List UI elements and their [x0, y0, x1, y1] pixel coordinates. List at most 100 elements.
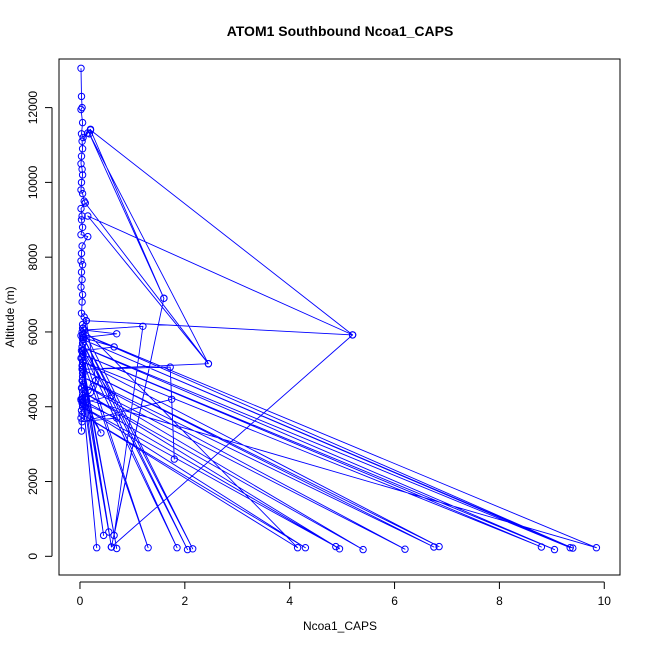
x-tick-label: 2: [181, 594, 188, 608]
data-point: [78, 373, 87, 381]
data-point: [78, 242, 86, 250]
data-point: [566, 544, 574, 552]
data-point: [78, 165, 86, 174]
data-point: [99, 531, 108, 540]
data-point: [78, 384, 86, 392]
data-point: [78, 212, 86, 220]
data-point: [77, 105, 85, 114]
data-point: [293, 544, 302, 552]
data-point: [78, 137, 86, 146]
data-point: [78, 324, 87, 332]
data-point: [78, 275, 86, 284]
data-point: [79, 333, 87, 342]
data-point: [79, 133, 87, 142]
data-point: [79, 380, 87, 388]
y-tick-label: 0: [26, 553, 40, 560]
data-point: [168, 395, 176, 403]
x-tick-label: 8: [496, 594, 503, 608]
data-point: [166, 363, 174, 371]
y-tick-label: 8000: [26, 244, 40, 271]
data-point: [569, 544, 577, 552]
data-point: [78, 376, 87, 385]
data-point: [77, 64, 85, 73]
data-point: [113, 544, 121, 553]
y-tick-label: 12000: [26, 91, 40, 125]
data-point: [183, 545, 192, 554]
data-point: [78, 410, 86, 418]
data-point: [107, 391, 116, 400]
data-point: [537, 543, 546, 551]
series-line: [80, 68, 597, 551]
data-point: [113, 414, 121, 422]
data-point: [77, 406, 86, 415]
data-point: [170, 455, 179, 463]
data-point: [86, 126, 95, 134]
y-tick-label: 6000: [26, 318, 40, 345]
data-point: [77, 257, 85, 265]
data-point: [79, 347, 87, 355]
data-point: [78, 328, 86, 336]
y-axis: 0 2000 4000 6000 8000 10000 12000: [26, 91, 53, 560]
data-point: [401, 545, 409, 553]
data-point: [78, 171, 87, 179]
y-axis-label: Altitude (m): [3, 286, 17, 347]
data-point: [79, 339, 87, 347]
data-point: [81, 403, 89, 411]
x-tick-label: 4: [286, 594, 293, 608]
data-point: [86, 388, 95, 397]
data-point: [78, 361, 87, 370]
data-point: [77, 283, 85, 291]
y-tick-label: 10000: [26, 165, 40, 199]
data-point: [78, 365, 87, 373]
x-tick-label: 10: [598, 594, 612, 608]
data-point: [77, 152, 86, 160]
data-point: [77, 92, 86, 101]
data-point: [77, 216, 86, 224]
data-point: [78, 354, 86, 362]
data-point: [77, 414, 85, 422]
data-point: [332, 542, 340, 551]
series: [77, 64, 601, 554]
chart-title: ATOM1 Southbound Ncoa1_CAPS: [227, 23, 454, 39]
data-point: [78, 290, 87, 299]
data-point: [78, 418, 86, 426]
data-point: [77, 427, 86, 435]
x-axis-label: Ncoa1_CAPS: [303, 619, 377, 633]
data-point: [92, 376, 100, 385]
data-point: [78, 118, 87, 127]
data-point: [77, 160, 85, 168]
data-point: [110, 343, 118, 351]
data-point: [80, 313, 88, 321]
data-point: [77, 178, 86, 187]
data-point: [78, 189, 87, 198]
data-point: [144, 544, 152, 552]
data-point: [204, 360, 213, 368]
data-point: [160, 294, 168, 302]
data-point: [78, 145, 87, 153]
data-point: [78, 403, 87, 411]
y-tick-label: 2000: [26, 468, 40, 495]
data-point: [79, 369, 87, 377]
data-point: [110, 531, 118, 540]
data-point: [348, 331, 357, 339]
data-point: [82, 317, 91, 325]
plot-frame: [58, 58, 621, 576]
data-point: [97, 429, 105, 437]
data-point: [107, 543, 116, 551]
data-point: [173, 544, 181, 552]
x-tick-label: 0: [77, 594, 84, 608]
data-point: [78, 399, 87, 407]
data-point: [78, 298, 86, 306]
data-point: [335, 545, 344, 553]
data-point: [592, 544, 601, 552]
data-point: [79, 358, 87, 366]
data-point: [301, 544, 310, 552]
data-point: [81, 199, 89, 207]
data-point: [430, 543, 438, 551]
data-point: [139, 322, 147, 330]
data-point: [77, 186, 85, 194]
y-tick-label: 4000: [26, 393, 40, 420]
data-point: [105, 528, 113, 536]
data-point: [550, 545, 559, 554]
